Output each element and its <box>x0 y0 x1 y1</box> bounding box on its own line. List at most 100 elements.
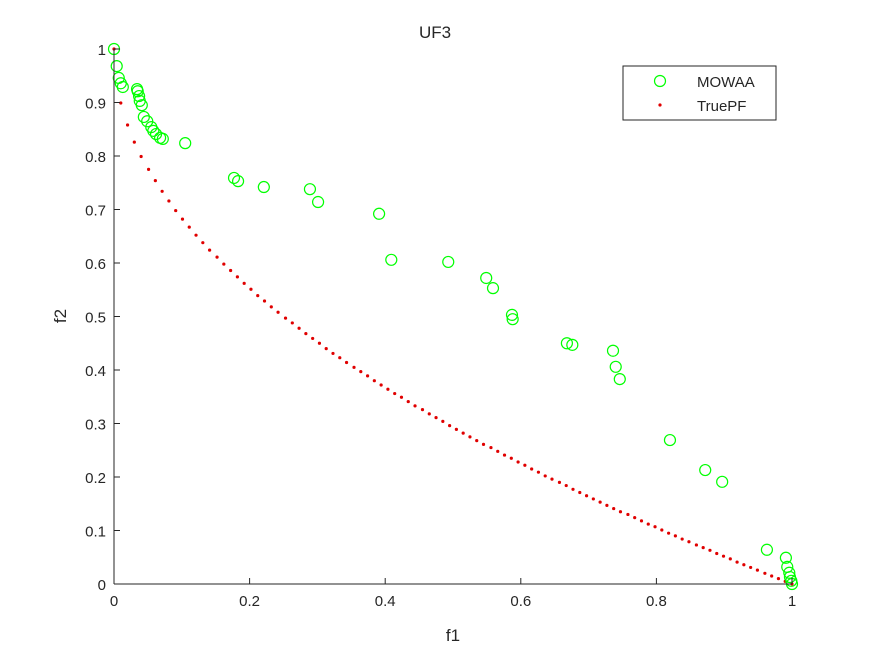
truepf-point <box>441 419 445 423</box>
mowaa-point <box>486 282 500 295</box>
truepf-point <box>605 503 609 507</box>
mowaa-point <box>231 175 245 188</box>
truepf-point <box>776 577 781 581</box>
chart-title: UF3 <box>419 23 451 42</box>
truepf-point <box>694 543 699 547</box>
truepf-point <box>201 241 205 245</box>
truepf-point <box>523 463 527 467</box>
truepf-point <box>653 525 657 529</box>
legend-marker-truepf <box>658 103 662 107</box>
truepf-point <box>119 101 123 105</box>
truepf-point <box>352 365 356 369</box>
y-tick-label: 0.4 <box>85 363 106 380</box>
x-tick-label: 0.2 <box>239 593 260 610</box>
truepf-point <box>160 189 164 193</box>
truepf-point <box>591 497 595 501</box>
y-axis-label: f2 <box>51 309 70 323</box>
x-tick-label: 0.8 <box>646 593 667 610</box>
truepf-point <box>584 494 589 498</box>
truepf-point <box>557 480 562 484</box>
truepf-point <box>207 248 212 252</box>
truepf-point <box>571 487 575 491</box>
truepf-point <box>413 404 417 408</box>
truepf-point <box>167 199 171 203</box>
mowaa-point <box>442 255 455 269</box>
truepf-point <box>338 356 342 360</box>
truepf-point <box>715 551 719 556</box>
truepf-point <box>633 516 637 520</box>
truepf-point <box>386 387 390 391</box>
truepf-point <box>139 154 143 159</box>
mowaa-point <box>385 253 398 266</box>
mowaa-point <box>131 85 144 98</box>
truepf-point <box>331 351 335 356</box>
mowaa-point <box>227 171 241 185</box>
truepf-point <box>742 563 746 567</box>
mowaa-point <box>110 60 123 73</box>
truepf-point <box>550 477 554 481</box>
y-tick-label: 0 <box>98 577 106 594</box>
truepf-point <box>399 395 404 399</box>
truepf-point <box>324 347 328 351</box>
y-tick-label: 0.7 <box>85 203 106 220</box>
truepf-point <box>721 554 726 558</box>
truepf-point <box>673 534 677 538</box>
truepf-point <box>146 167 151 171</box>
truepf-point <box>639 519 644 523</box>
truepf-point <box>125 123 130 127</box>
y-tick-label: 0.3 <box>85 417 106 434</box>
truepf-point <box>578 490 582 495</box>
truepf-point <box>174 208 178 213</box>
mowaa-point <box>760 543 774 556</box>
mowaa-point <box>147 124 160 137</box>
truepf-point <box>269 305 273 309</box>
mowaa-point <box>716 475 729 488</box>
truepf-point <box>311 336 315 341</box>
truepf-point <box>763 571 767 575</box>
axes: 0 0.2 0.4 0.6 0.8 1 0 0.1 0.2 0.3 0.4 0.5 0.6 0.7 0.8 0… <box>85 42 796 610</box>
truepf-point <box>344 360 349 365</box>
truepf-point <box>543 474 547 478</box>
mowaa-point <box>311 195 325 209</box>
mowaa-point <box>663 433 677 447</box>
x-axis-label: f1 <box>446 626 460 645</box>
truepf-point <box>564 483 568 488</box>
truepf-point <box>598 500 602 504</box>
mowaa-point <box>566 338 579 351</box>
mowaa-point <box>505 308 519 321</box>
truepf-point <box>475 439 479 443</box>
x-tick-label: 0.4 <box>375 593 396 610</box>
mowaa-point <box>560 337 574 350</box>
truepf-point <box>215 255 219 259</box>
truepf-point <box>468 435 472 439</box>
mowaa-point <box>257 180 270 194</box>
mowaa-point <box>609 360 622 373</box>
truepf-point <box>618 510 623 514</box>
mowaa-point <box>480 271 493 285</box>
y-tick-label: 0.1 <box>85 524 106 541</box>
legend-label-truepf: TruePF <box>697 98 746 115</box>
mowaa-point <box>135 99 148 112</box>
truepf-point <box>304 332 308 336</box>
truepf-point <box>454 427 458 431</box>
truepf-point <box>646 522 650 526</box>
truepf-point <box>262 299 267 303</box>
mowaa-point <box>613 372 626 386</box>
plot-area <box>107 42 799 591</box>
truepf-point <box>393 391 397 396</box>
truepf-point <box>180 217 185 221</box>
truepf-point <box>489 445 493 450</box>
truepf-point <box>235 275 239 279</box>
truepf-point <box>680 537 684 541</box>
mowaa-point <box>372 207 386 220</box>
truepf-point <box>660 528 664 532</box>
x-tick-label: 1 <box>788 593 796 610</box>
x-tick-label: 0 <box>110 593 118 610</box>
truepf-point <box>755 568 760 572</box>
truepf-point <box>297 326 301 330</box>
truepf-point <box>502 453 507 457</box>
truepf-point <box>530 467 534 471</box>
y-tick-label: 0.6 <box>85 256 106 273</box>
